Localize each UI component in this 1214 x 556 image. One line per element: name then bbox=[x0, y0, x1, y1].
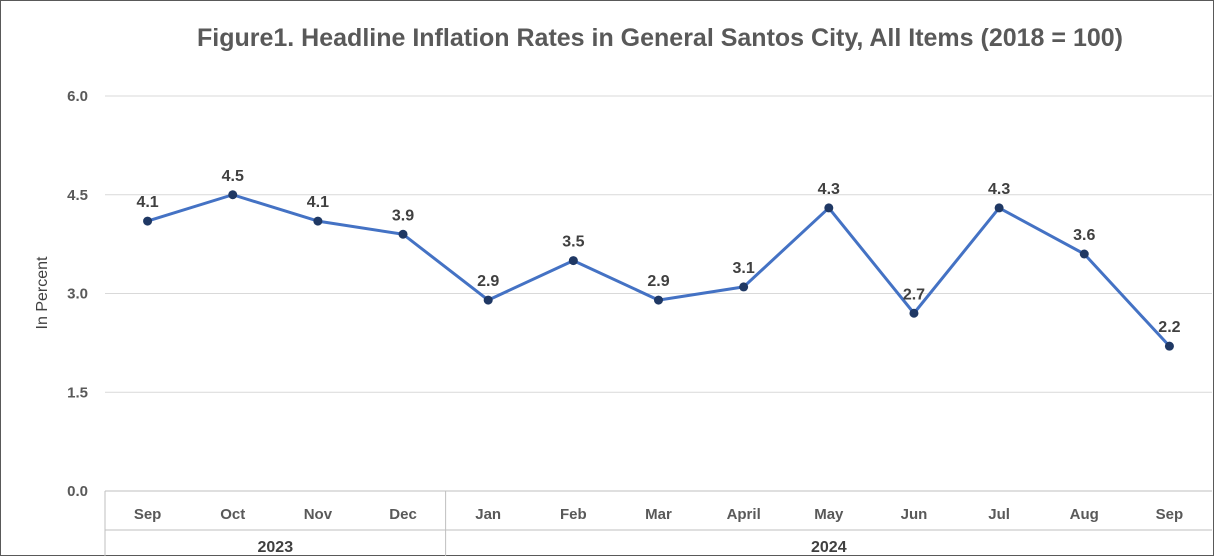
data-label: 4.5 bbox=[222, 168, 244, 185]
data-label: 2.7 bbox=[903, 286, 925, 303]
y-tick-label: 1.5 bbox=[67, 384, 88, 401]
y-tick-labels: 0.0 1.5 3.0 4.5 6.0 bbox=[67, 88, 88, 500]
data-label: 2.9 bbox=[477, 273, 499, 290]
data-point bbox=[313, 216, 323, 226]
data-labels: 4.1 4.5 4.1 3.9 2.9 3.5 2.9 3.1 4.3 2.7 4.3 3.6 2.2 bbox=[136, 168, 1180, 336]
data-point bbox=[739, 282, 749, 292]
y-tick-label: 0.0 bbox=[67, 483, 88, 500]
data-label: 4.3 bbox=[818, 181, 840, 198]
x-tick-label: Dec bbox=[389, 506, 417, 523]
x-tick-label: Sep bbox=[134, 506, 162, 523]
x-tick-label: Jun bbox=[901, 506, 928, 523]
chart-title: Figure1. Headline Inflation Rates in Gen… bbox=[197, 24, 1123, 52]
x-tick-label: Oct bbox=[220, 506, 245, 523]
y-tick-label: 3.0 bbox=[67, 286, 88, 303]
data-point bbox=[398, 229, 408, 239]
x-tick-label: Mar bbox=[645, 506, 672, 523]
x-tick-label: Jul bbox=[988, 506, 1010, 523]
data-label: 3.1 bbox=[733, 260, 755, 277]
y-tick-label: 6.0 bbox=[67, 88, 88, 105]
data-series bbox=[143, 190, 1174, 351]
y-axis-label: In Percent bbox=[34, 256, 51, 329]
x-tick-label: Sep bbox=[1156, 506, 1184, 523]
data-point bbox=[1164, 341, 1174, 351]
data-label: 3.9 bbox=[392, 207, 414, 224]
x-tick-label: Feb bbox=[560, 506, 587, 523]
x-tick-label: May bbox=[814, 506, 844, 523]
data-label: 4.1 bbox=[136, 194, 158, 211]
gridlines bbox=[105, 95, 1212, 492]
y-tick-label: 4.5 bbox=[67, 187, 88, 204]
data-label: 4.1 bbox=[307, 194, 329, 211]
data-label: 2.9 bbox=[647, 273, 669, 290]
data-point bbox=[654, 295, 663, 305]
data-point bbox=[568, 256, 578, 266]
data-label: 3.6 bbox=[1073, 227, 1095, 244]
data-label: 2.2 bbox=[1158, 319, 1180, 336]
data-point bbox=[824, 203, 834, 213]
x-tick-label: Aug bbox=[1070, 506, 1099, 523]
x-tick-label: Jan bbox=[475, 506, 501, 523]
data-point bbox=[143, 216, 153, 226]
data-point bbox=[483, 295, 493, 305]
data-point bbox=[994, 203, 1004, 213]
year-label: 2024 bbox=[811, 539, 847, 556]
data-point bbox=[228, 190, 238, 200]
year-group-labels: 2023 2024 bbox=[258, 539, 847, 556]
year-label: 2023 bbox=[258, 539, 294, 556]
data-point bbox=[909, 308, 919, 318]
data-label: 4.3 bbox=[988, 181, 1010, 198]
axes bbox=[104, 491, 1212, 556]
series-line bbox=[147, 193, 1171, 348]
x-tick-labels: Sep Oct Nov Dec Jan Feb Mar April May Jun Jul Aug Se… bbox=[134, 506, 1183, 523]
x-tick-label: Nov bbox=[304, 506, 333, 523]
data-point bbox=[1079, 249, 1089, 259]
data-label: 3.5 bbox=[562, 234, 584, 251]
x-tick-label: April bbox=[727, 506, 761, 523]
